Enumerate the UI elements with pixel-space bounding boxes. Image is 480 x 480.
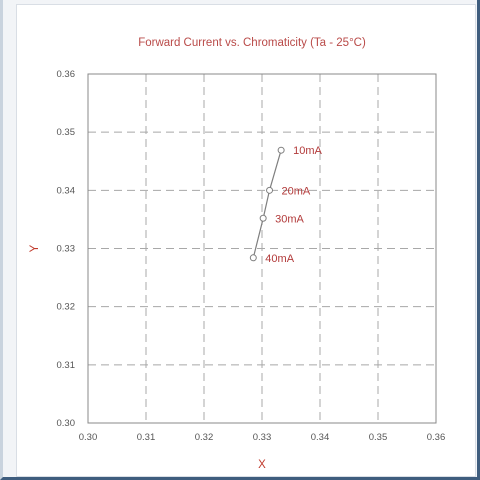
x-tick-label: 0.34 [311,432,330,443]
y-tick-label: 0.32 [57,302,76,313]
data-point [277,146,285,154]
y-tick-label: 0.35 [57,127,76,138]
data-label: 30mA [275,213,304,225]
y-axis-title: Y [29,244,41,252]
data-label: 20mA [282,185,311,197]
grid-layer [88,74,436,423]
plot-area-border [87,73,437,424]
series-line [252,150,282,258]
y-tick-label: 0.33 [57,244,76,255]
y-tick-label: 0.30 [57,418,76,429]
x-tick-label: 0.36 [427,432,446,443]
tick-labels: 0.30 0.31 0.32 0.33 0.34 0.35 0.36 0.30 0.31 0.32… [57,69,446,443]
series-layer: 10mA 20mA 30mA 40mA [249,145,323,265]
data-label: 10mA [293,145,322,157]
x-tick-label: 0.35 [369,432,388,443]
data-label: 40mA [265,253,294,265]
x-tick-label: 0.30 [79,432,98,443]
data-point [249,254,257,262]
x-tick-label: 0.32 [195,432,214,443]
data-point [259,214,267,222]
x-tick-label: 0.33 [253,432,272,443]
y-tick-label: 0.34 [57,185,76,196]
data-point [266,186,274,194]
y-tick-label: 0.31 [57,360,76,371]
chart-title: Forward Current vs. Chromaticity (Ta - 2… [138,37,366,49]
x-tick-label: 0.31 [137,432,156,443]
y-tick-label: 0.36 [57,69,76,80]
chart-card [16,4,476,477]
x-axis-title: X [258,459,266,471]
